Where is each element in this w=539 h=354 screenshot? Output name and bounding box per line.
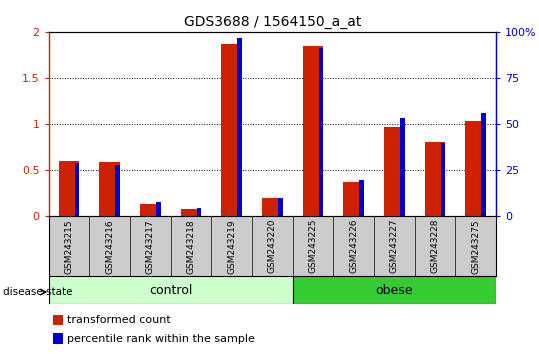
- Text: obese: obese: [376, 284, 413, 297]
- Text: percentile rank within the sample: percentile rank within the sample: [67, 333, 255, 344]
- Bar: [440, 143, 445, 216]
- Text: GSM243275: GSM243275: [471, 219, 480, 274]
- Bar: [181, 209, 201, 216]
- Bar: [74, 164, 79, 216]
- Bar: [59, 161, 79, 216]
- Text: GSM243217: GSM243217: [146, 219, 155, 274]
- Bar: [237, 38, 242, 216]
- Bar: [293, 276, 496, 304]
- Bar: [481, 113, 486, 216]
- Bar: [262, 198, 282, 216]
- Text: transformed count: transformed count: [67, 315, 171, 325]
- Bar: [303, 46, 323, 216]
- Text: GSM243226: GSM243226: [349, 219, 358, 273]
- Text: disease state: disease state: [3, 287, 72, 297]
- Text: control: control: [149, 284, 192, 297]
- Bar: [359, 180, 364, 216]
- Bar: [49, 276, 293, 304]
- Bar: [197, 208, 202, 216]
- Bar: [222, 44, 241, 216]
- Bar: [425, 142, 445, 216]
- Text: GSM243218: GSM243218: [186, 219, 195, 274]
- Bar: [53, 315, 63, 325]
- Text: GSM243227: GSM243227: [390, 219, 399, 273]
- Bar: [53, 333, 63, 344]
- Bar: [99, 162, 120, 216]
- Text: GSM243228: GSM243228: [430, 219, 439, 273]
- Bar: [384, 127, 404, 216]
- Bar: [140, 204, 161, 216]
- Bar: [465, 121, 486, 216]
- Text: GSM243216: GSM243216: [105, 219, 114, 274]
- Bar: [319, 47, 323, 216]
- Text: GSM243225: GSM243225: [308, 219, 317, 273]
- Title: GDS3688 / 1564150_a_at: GDS3688 / 1564150_a_at: [183, 16, 361, 29]
- Text: GSM243220: GSM243220: [268, 219, 277, 273]
- Bar: [400, 118, 405, 216]
- Text: GSM243215: GSM243215: [64, 219, 73, 274]
- Bar: [343, 182, 364, 216]
- Text: GSM243219: GSM243219: [227, 219, 236, 274]
- Bar: [115, 165, 120, 216]
- Bar: [156, 202, 161, 216]
- Bar: [278, 198, 283, 216]
